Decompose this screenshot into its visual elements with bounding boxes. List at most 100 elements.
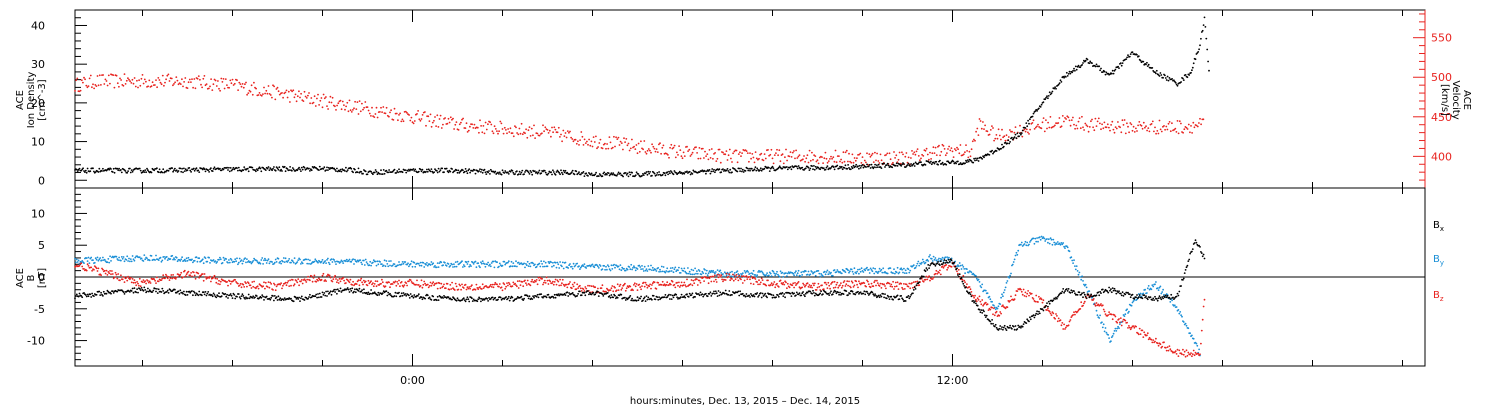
- by-series-point: [1147, 285, 1150, 287]
- by-series-point: [1195, 342, 1198, 345]
- by-series-point: [731, 270, 733, 273]
- density-series-point: [232, 166, 235, 169]
- by-series-point: [638, 264, 641, 267]
- density-series-point: [318, 165, 321, 168]
- velocity-series-point: [1058, 117, 1061, 119]
- bz-series-point: [131, 278, 134, 280]
- bz-series-point: [249, 284, 252, 287]
- bz-series-point: [576, 283, 579, 286]
- velocity-series-point: [782, 162, 785, 165]
- density-series-point: [93, 170, 95, 173]
- velocity-series-point: [750, 157, 752, 160]
- density-series-point: [924, 164, 927, 166]
- velocity-series-point: [779, 160, 782, 163]
- bx-series-point: [90, 296, 93, 298]
- by-series-point: [1080, 278, 1083, 281]
- velocity-series-point: [1182, 131, 1184, 134]
- by-series-point: [515, 260, 517, 263]
- density-series-point: [393, 168, 396, 171]
- velocity-series-point: [192, 86, 195, 89]
- velocity-series-point: [471, 123, 473, 126]
- by-series-point: [291, 260, 294, 262]
- density-series-point: [649, 171, 651, 173]
- by-series-point: [283, 261, 286, 263]
- velocity-series-point: [543, 130, 545, 133]
- velocity-series-point: [210, 78, 213, 80]
- velocity-series-point: [370, 115, 372, 117]
- bz-series-point: [1026, 292, 1029, 295]
- velocity-series-point: [668, 156, 670, 159]
- bz-series-point: [894, 285, 896, 288]
- velocity-series-point: [134, 85, 137, 88]
- bz-series-point: [267, 281, 270, 283]
- velocity-series-point: [680, 155, 683, 158]
- velocity-series-point: [1163, 125, 1165, 127]
- density-series-point: [192, 167, 195, 170]
- velocity-series-point: [672, 146, 675, 149]
- velocity-series-point: [967, 156, 970, 159]
- bz-series-point: [889, 285, 892, 288]
- velocity-series-point: [136, 79, 138, 82]
- by-series-point: [1196, 344, 1199, 347]
- by-series-point: [677, 269, 679, 272]
- bz-series-point: [597, 287, 599, 290]
- velocity-series-point: [1171, 122, 1173, 125]
- bz-series-point: [1104, 313, 1107, 315]
- velocity-series-point: [188, 78, 191, 81]
- density-series-point: [465, 170, 468, 173]
- velocity-series-point: [518, 127, 521, 130]
- bz-series-point: [362, 283, 364, 286]
- by-series-point: [646, 270, 649, 272]
- velocity-series-point: [356, 101, 359, 103]
- density-series-point: [340, 170, 343, 173]
- by-series-point: [873, 272, 876, 275]
- by-series-point: [1008, 276, 1011, 279]
- velocity-series-point: [285, 89, 288, 92]
- bz-series-point: [148, 280, 151, 283]
- by-series-point: [1175, 306, 1178, 308]
- bz-series-point: [1064, 328, 1066, 330]
- by-series-point: [853, 267, 856, 270]
- by-series-point: [658, 270, 660, 273]
- bz-series-point: [153, 278, 156, 281]
- bz-series-point: [498, 283, 501, 285]
- bz-series-point: [793, 286, 795, 289]
- by-series-point: [327, 257, 329, 260]
- velocity-series-point: [1142, 121, 1145, 124]
- by-series-point: [1070, 256, 1073, 259]
- velocity-series-point: [596, 147, 598, 150]
- by-series-point: [852, 273, 855, 275]
- by-series-point: [475, 266, 478, 269]
- density-series-point: [619, 172, 622, 175]
- velocity-series-point: [1021, 135, 1024, 138]
- bz-series-point: [674, 286, 677, 289]
- density-series-point: [521, 169, 524, 172]
- density-series-point: [552, 171, 555, 173]
- bz-series-point: [867, 280, 869, 283]
- bz-series-point: [714, 274, 716, 277]
- density-series-point: [1009, 141, 1011, 143]
- bz-series-point: [975, 298, 977, 301]
- velocity-series-point: [1088, 126, 1091, 128]
- bz-series-point: [408, 280, 410, 283]
- by-series-point: [74, 257, 76, 260]
- bz-series-point: [715, 281, 718, 283]
- velocity-series-point: [1151, 120, 1154, 123]
- by-series-point: [314, 258, 317, 261]
- by-series-point: [90, 256, 93, 259]
- by-series-point: [597, 265, 599, 268]
- velocity-series-point: [1158, 119, 1161, 122]
- bz-series-point: [1061, 322, 1064, 324]
- bz-series-point: [280, 282, 282, 285]
- velocity-series-point: [374, 113, 377, 115]
- by-series-point: [218, 258, 220, 261]
- velocity-series-point: [1131, 129, 1134, 132]
- density-series-point: [255, 170, 257, 173]
- density-series-point: [129, 167, 131, 170]
- density-series-point: [520, 171, 523, 174]
- bz-series-point: [1116, 321, 1119, 324]
- velocity-series-point: [268, 93, 271, 95]
- bz-series-point: [573, 281, 576, 284]
- bz-series-point: [557, 280, 560, 283]
- bottom-tick-label: 0: [38, 271, 45, 284]
